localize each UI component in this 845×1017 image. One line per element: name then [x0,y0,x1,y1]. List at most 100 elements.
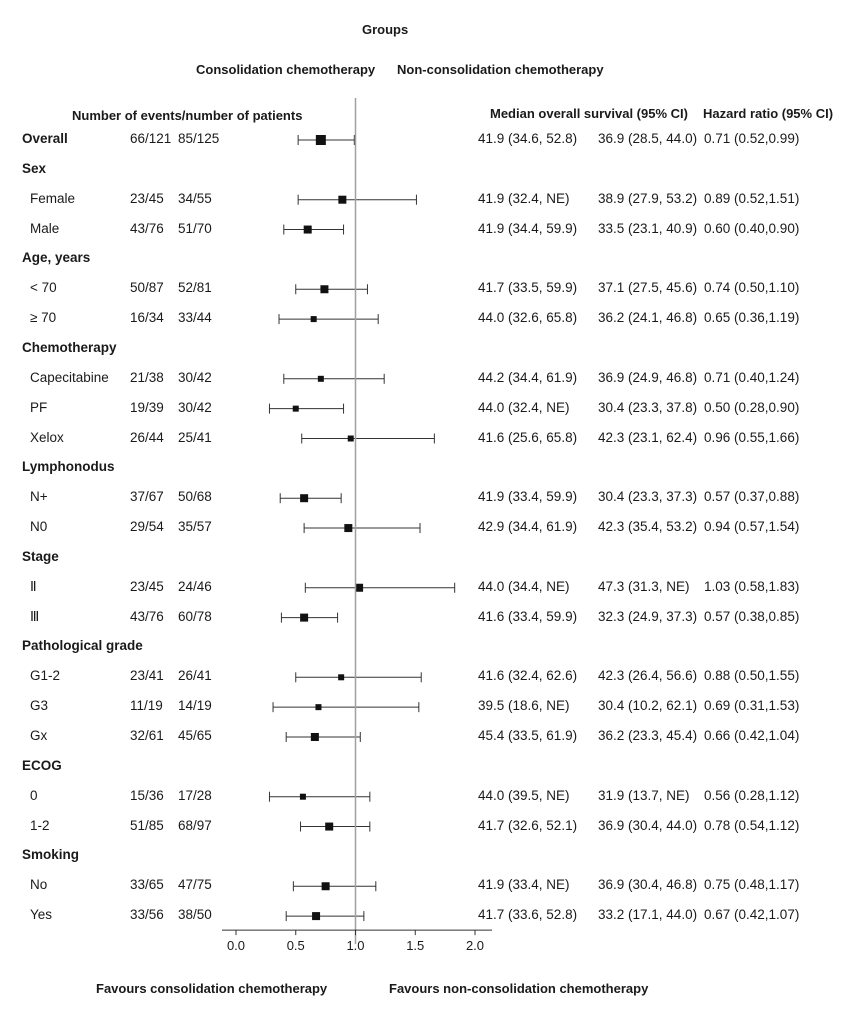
events-consolidation: 32/61 [130,728,164,743]
subgroup-label: Overall [22,131,68,146]
median-consolidation: 45.4 (33.5, 61.9) [478,728,578,743]
events-header: Number of events/number of patients [72,108,303,123]
median-nonconsolidation: 42.3 (35.4, 53.2) [598,519,698,535]
hazard-ratio-text: 0.60 (0.40,0.90) [704,220,800,236]
subgroup-label: Male [30,220,60,236]
events-nonconsolidation: 52/81 [178,280,212,296]
hazard-ratio-point [292,405,299,412]
events-nonconsolidation: 34/55 [178,190,212,206]
group-heading: Lymphonodus [22,459,115,475]
hazard-ratio-point [321,882,330,891]
events-nonconsolidation: 30/42 [178,369,212,385]
subgroup-label: G3 [30,698,49,714]
median-nonconsolidation: 30.4 (23.3, 37.3) [598,489,698,505]
hazard-ratio-point [325,822,334,831]
events-consolidation: 21/38 [130,369,164,385]
median-nonconsolidation: 47.3 (31.3, NE) [598,578,690,594]
hazard-ratio-point [299,793,306,800]
favours-left-label: Favours consolidation chemotherapy [96,981,328,996]
favours-right-label: Favours non-consolidation chemotherapy [389,981,649,996]
median-consolidation: 41.6 (32.4, 62.6) [478,668,578,684]
hazard-ratio-text: 0.66 (0.42,1.04) [704,728,800,743]
events-nonconsolidation: 30/42 [178,399,212,415]
x-tick-label: 0.5 [287,938,305,953]
median-consolidation: 42.9 (34.4, 61.9) [478,519,578,535]
median-consolidation: 41.9 (34.6, 52.8) [478,131,578,146]
events-consolidation: 16/34 [130,310,164,326]
median-nonconsolidation: 36.2 (23.3, 45.4) [598,728,698,743]
subgroup-label: Ⅱ [30,578,37,594]
events-consolidation: 33/56 [130,907,164,923]
hazard-ratio-text: 0.78 (0.54,1.12) [704,817,800,833]
events-consolidation: 23/45 [130,578,164,594]
median-nonconsolidation: 32.3 (24.9, 37.3) [598,608,698,624]
median-consolidation: 41.9 (32.4, NE) [478,190,570,206]
hazard-ratio-point [315,704,322,711]
hazard-ratio-point [315,135,326,145]
events-consolidation: 66/121 [130,131,172,146]
median-nonconsolidation: 36.9 (28.5, 44.0) [598,131,698,146]
hazard-ratio-point [344,524,353,533]
events-nonconsolidation: 45/65 [178,728,212,743]
events-nonconsolidation: 25/41 [178,429,212,445]
hazard-ratio-point [300,494,309,503]
events-nonconsolidation: 50/68 [178,489,212,505]
x-tick-label: 1.0 [346,938,364,953]
hazard-ratio-point [317,375,324,382]
events-consolidation: 11/19 [130,698,163,714]
hazard-ratio-text: 0.88 (0.50,1.55) [704,668,800,684]
hazard-ratio-point [320,285,329,294]
x-tick-label: 0.0 [227,938,245,953]
subgroup-label: Capecitabine [30,369,109,385]
group-heading: Age, years [22,250,91,266]
subgroup-label: 0 [30,787,38,803]
hazard-ratio-text: 0.94 (0.57,1.54) [704,519,800,535]
median-nonconsolidation: 30.4 (23.3, 37.8) [598,399,698,415]
subgroup-label: Ⅲ [30,608,40,624]
subgroup-label: ≥ 70 [30,310,57,326]
events-consolidation: 23/45 [130,190,164,206]
hr-header: Hazard ratio (95% CI) [703,106,834,121]
hazard-ratio-text: 0.74 (0.50,1.10) [704,280,800,296]
group-heading: Stage [22,548,59,564]
median-nonconsolidation: 36.9 (24.9, 46.8) [598,369,698,385]
consolidation-header: Consolidation chemotherapy [196,62,376,77]
events-nonconsolidation: 68/97 [178,817,212,833]
events-consolidation: 19/39 [130,399,164,415]
subgroup-label: Gx [30,728,48,743]
events-consolidation: 43/76 [130,220,164,236]
median-consolidation: 41.7 (32.6, 52.1) [478,817,578,833]
hazard-ratio-point [355,583,364,592]
median-consolidation: 41.9 (34.4, 59.9) [478,220,578,236]
hazard-ratio-point [310,733,319,741]
subgroup-label: N0 [30,519,48,535]
median-nonconsolidation: 36.9 (30.4, 46.8) [598,877,698,893]
median-consolidation: 44.0 (34.4, NE) [478,578,570,594]
hazard-ratio-text: 0.67 (0.42,1.07) [704,907,800,923]
nonconsolidation-header: Non-consolidation chemotherapy [397,62,604,77]
median-nonconsolidation: 31.9 (13.7, NE) [598,787,690,803]
events-consolidation: 37/67 [130,489,164,505]
x-tick-label: 1.5 [406,938,424,953]
hazard-ratio-text: 1.03 (0.58,1.83) [704,578,800,594]
events-consolidation: 43/76 [130,608,164,624]
events-nonconsolidation: 51/70 [178,220,212,236]
events-consolidation: 33/65 [130,877,164,893]
median-nonconsolidation: 30.4 (10.2, 62.1) [598,698,698,714]
median-nonconsolidation: 38.9 (27.9, 53.2) [598,190,698,206]
subgroup-label: < 70 [30,280,57,296]
events-nonconsolidation: 14/19 [178,698,212,714]
events-nonconsolidation: 26/41 [178,668,212,684]
events-consolidation: 50/87 [130,280,164,296]
events-consolidation: 15/36 [130,787,164,803]
hazard-ratio-text: 0.71 (0.40,1.24) [704,369,800,385]
hazard-ratio-point [310,316,317,323]
events-nonconsolidation: 85/125 [178,131,220,146]
median-consolidation: 41.6 (33.4, 59.9) [478,608,578,624]
subgroup-label: N+ [30,489,48,505]
events-nonconsolidation: 60/78 [178,608,212,624]
median-consolidation: 39.5 (18.6, NE) [478,698,570,714]
events-consolidation: 23/41 [130,668,164,684]
hazard-ratio-text: 0.96 (0.55,1.66) [704,429,800,445]
events-nonconsolidation: 38/50 [178,907,212,923]
